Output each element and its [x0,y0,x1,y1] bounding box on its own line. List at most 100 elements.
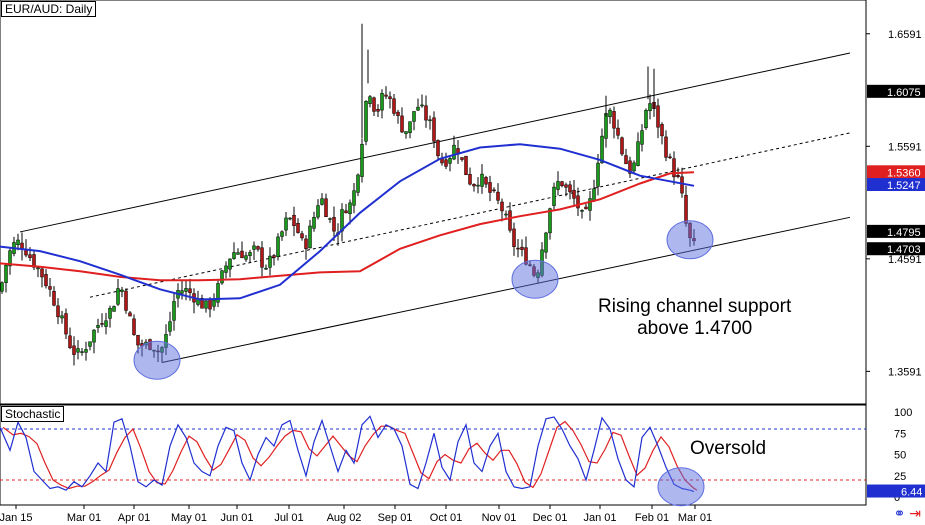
candle-body [184,288,188,292]
candle [564,182,568,197]
candle [452,135,456,161]
candle-body [228,258,232,270]
candle [492,187,496,193]
candle [368,94,372,108]
candle-body [492,189,496,192]
candle-body [324,198,328,217]
candle [260,241,264,279]
date-tick-label: Jan 01 [583,512,616,524]
candle-body [200,297,204,309]
candle [252,241,256,261]
highlight-circle [666,220,714,260]
candle-body [624,155,628,165]
candle [108,305,112,328]
candle-body [572,189,576,199]
candle-body [236,252,240,255]
link-icon[interactable]: ⚭ [893,505,906,521]
candle [36,266,40,278]
candle-body [500,201,504,212]
stochastic-tick-label: 0 [894,492,900,504]
candle-body [632,162,636,172]
candle [168,311,172,336]
candle [312,211,316,232]
candle [412,111,416,131]
candle-body [116,288,120,305]
highlight-circle [657,467,705,507]
candle [380,89,384,119]
candle [76,340,80,360]
candle-body [100,323,104,325]
candle-body [396,111,400,116]
candle-body [68,335,72,348]
price-tick-label: 1.6591 [888,29,922,41]
candle [232,242,236,260]
candle [8,247,12,275]
candle [568,180,572,200]
candle [600,128,604,164]
candle-body [168,321,172,332]
candle [316,199,320,220]
candle-body [648,103,652,112]
candle [324,193,328,217]
candle [388,91,392,109]
candle-body [292,214,296,226]
candle-body [248,252,252,256]
candle [200,294,204,309]
price-marker-label: 1.6075 [887,87,921,99]
candle-body [548,208,552,234]
candle-body [28,254,32,259]
candle [296,218,300,234]
stochastic-d-line [2,420,698,491]
candle-body [188,288,192,293]
candle-body [352,190,356,206]
candle-body [584,206,588,210]
candle-body [64,313,68,335]
candle-body [120,289,124,292]
candle [256,245,260,252]
candle [224,261,228,279]
candle-body [568,184,572,193]
candle [640,124,644,152]
candle-body [204,300,208,309]
arrow-right-icon[interactable]: ⇥ [909,505,921,521]
candle-body [8,250,12,267]
support-annotation-line-2: above 1.4700 [637,318,753,339]
candle [220,269,224,285]
candle-body [472,184,476,187]
candle [444,152,448,170]
candle [244,251,248,262]
date-tick-label: Feb 01 [635,512,669,524]
stochastic-tick-label: 25 [894,471,906,483]
candle [616,119,620,140]
candle [448,155,452,172]
candle-body [288,217,292,220]
candle [656,98,660,139]
candle-body [300,233,304,239]
candle-body [636,141,640,166]
candle-body [508,210,512,231]
candle [488,175,492,202]
candle-body [380,93,384,111]
candle-body [392,98,396,114]
sma-red-line [0,171,695,282]
candle [356,173,360,197]
candle-body [412,111,416,122]
footer-icons[interactable]: ⚭ ⇥ [894,505,921,522]
candle-body [620,137,624,155]
price-marker [867,165,925,179]
candle [264,264,268,271]
candle [372,96,376,117]
candle-body [344,210,348,214]
candle [308,219,312,249]
stochastic-value-marker [867,484,925,498]
candle [80,347,84,356]
price-marker [867,84,925,98]
candle [400,107,404,133]
candle-body [332,217,336,232]
candle-body [476,184,480,187]
candle [496,183,500,205]
candle-body [448,158,452,164]
candle-body [596,162,600,187]
candle [416,98,420,112]
candle-body [356,174,360,193]
